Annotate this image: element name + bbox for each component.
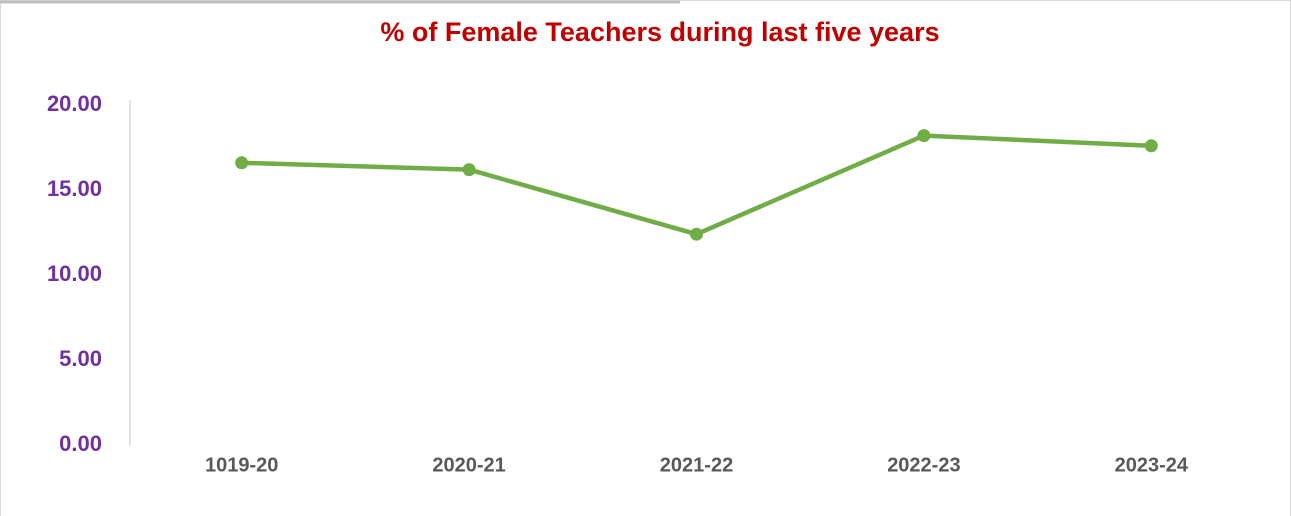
x-tick-label: 1019-20: [205, 454, 278, 476]
x-tick-label: 2023-24: [1115, 454, 1189, 476]
y-tick-label: 10.00: [47, 261, 102, 286]
point: [690, 227, 703, 241]
chart-title: % of Female Teachers during last five ye…: [380, 17, 939, 47]
y-tick-label: 15.00: [47, 176, 102, 201]
y-tick-label: 0.00: [59, 431, 102, 456]
x-tick-label: 2021-22: [660, 454, 733, 476]
point: [462, 163, 476, 177]
point: [235, 156, 249, 170]
point: [917, 129, 931, 143]
x-tick-label: 2022-23: [887, 454, 960, 476]
point: [1144, 139, 1158, 153]
y-tick-label: 5.00: [59, 346, 102, 371]
x-tick-label: 2020-21: [432, 454, 505, 476]
y-tick-label: 20.00: [47, 91, 102, 116]
